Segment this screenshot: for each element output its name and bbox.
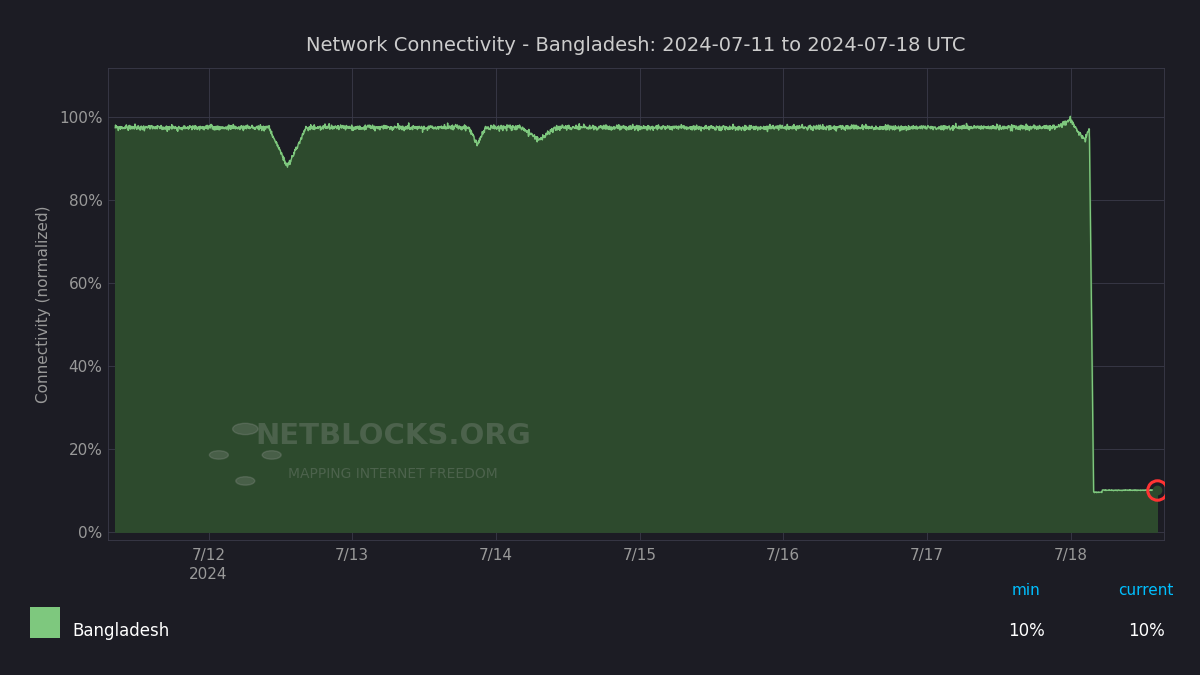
- Circle shape: [262, 451, 281, 459]
- Text: Bangladesh: Bangladesh: [72, 622, 169, 640]
- Circle shape: [233, 423, 258, 435]
- Circle shape: [235, 477, 254, 485]
- Y-axis label: Connectivity (normalized): Connectivity (normalized): [36, 205, 50, 402]
- Text: min: min: [1012, 583, 1040, 598]
- Text: MAPPING INTERNET FREEDOM: MAPPING INTERNET FREEDOM: [288, 467, 498, 481]
- Title: Network Connectivity - Bangladesh: 2024-07-11 to 2024-07-18 UTC: Network Connectivity - Bangladesh: 2024-…: [306, 36, 966, 55]
- Text: current: current: [1118, 583, 1174, 598]
- Bar: [30, 607, 60, 639]
- Text: 10%: 10%: [1008, 622, 1044, 640]
- Text: NETBLOCKS.ORG: NETBLOCKS.ORG: [256, 422, 530, 450]
- Text: 10%: 10%: [1128, 622, 1164, 640]
- Circle shape: [209, 451, 228, 459]
